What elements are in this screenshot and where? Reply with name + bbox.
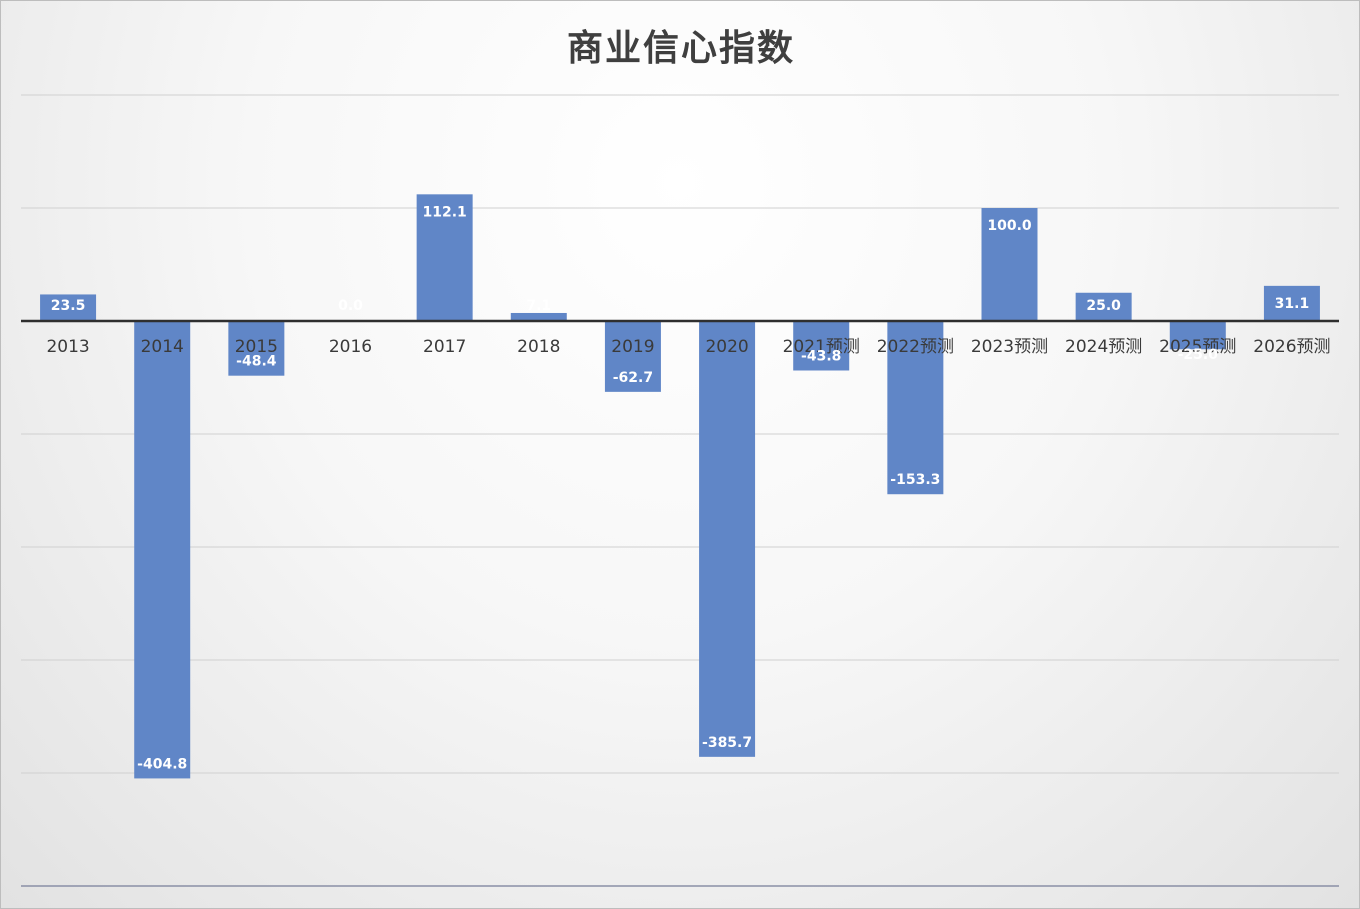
x-tick-label: 2025预测: [1159, 337, 1236, 357]
bar: [40, 294, 97, 321]
x-tick-label: 2017: [423, 337, 466, 357]
data-label: -43.8: [801, 348, 841, 364]
data-label: -25.0: [1178, 347, 1219, 363]
x-tick-label: 2014: [141, 337, 184, 357]
bar: [699, 321, 756, 757]
x-tick-label: 2018: [517, 337, 560, 357]
data-label: 7.1: [526, 298, 551, 314]
data-label: -153.3: [890, 472, 940, 488]
bar: [1169, 321, 1226, 350]
x-tick-label: 2021预测: [783, 337, 860, 357]
x-tick-label: 2019: [611, 337, 654, 357]
bar: [1263, 285, 1320, 321]
bar: [981, 208, 1038, 321]
x-tick-label: 2020: [705, 337, 748, 357]
bar: [228, 321, 285, 376]
bar: [134, 321, 191, 779]
bar: [416, 194, 473, 321]
data-label: -62.7: [613, 370, 653, 386]
chart-title: 商业信心指数: [566, 28, 795, 69]
data-label: 23.5: [51, 298, 86, 314]
x-tick-label: 2022预测: [877, 337, 954, 357]
data-label: 112.1: [422, 204, 466, 220]
x-tick-label: 2023预测: [971, 337, 1048, 357]
data-label: -385.7: [702, 735, 752, 751]
data-label: 31.1: [1275, 296, 1310, 312]
data-label: 100.0: [987, 218, 1032, 234]
x-tick-label: 2026预测: [1253, 337, 1330, 357]
bar: [793, 321, 850, 371]
bar: [604, 321, 661, 392]
bar: [887, 321, 944, 495]
data-label: -404.8: [137, 756, 187, 772]
data-label: 25.0: [1086, 298, 1121, 314]
x-tick-label: 2015: [235, 337, 278, 357]
bar: [510, 312, 567, 321]
x-tick-label: 2013: [46, 337, 89, 357]
data-label: 0.0: [338, 298, 363, 314]
x-tick-label: 2016: [329, 337, 372, 357]
bar: [1075, 292, 1132, 321]
data-label: -48.4: [236, 354, 277, 370]
x-tick-label: 2024预测: [1065, 337, 1142, 357]
